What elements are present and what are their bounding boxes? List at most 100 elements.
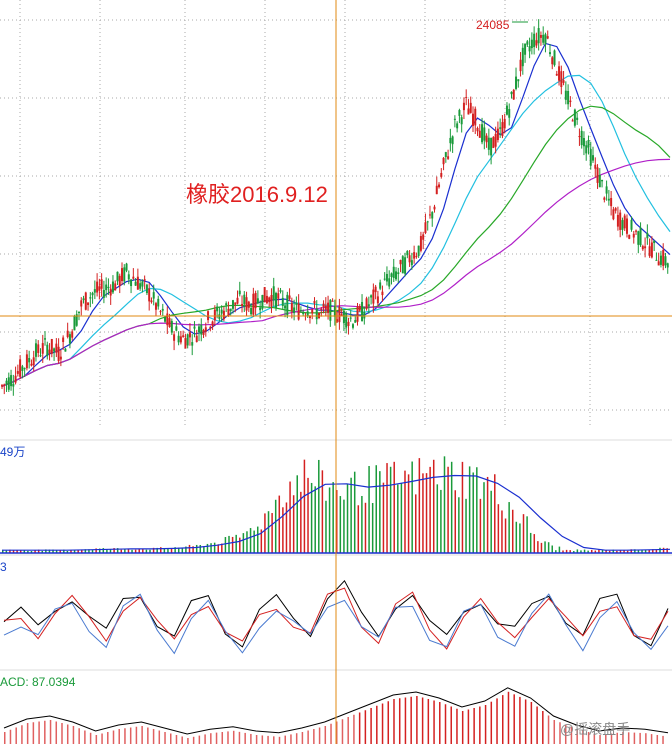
candle-body: [374, 286, 377, 293]
macd-bar: [662, 735, 664, 744]
candle-body: [274, 292, 277, 308]
volume-panel: [0, 456, 672, 554]
macd-bar: [364, 710, 367, 744]
candle-body: [139, 283, 142, 289]
volume-bar: [422, 473, 424, 553]
volume-bar: [195, 544, 198, 553]
candle-body: [417, 245, 420, 256]
candle-body: [331, 300, 334, 302]
volume-bar: [77, 549, 79, 553]
macd-bar: [387, 701, 390, 744]
macd-bar: [44, 720, 46, 744]
macd-bar: [187, 738, 189, 744]
candle-body: [306, 311, 309, 317]
candle-body: [32, 357, 35, 366]
volume-bar: [425, 473, 428, 553]
volume-bar: [45, 549, 47, 553]
candle-body: [585, 145, 588, 154]
candle-body: [458, 110, 461, 116]
candle-body: [82, 298, 85, 301]
macd-bar: [633, 732, 636, 744]
volume-bar: [569, 550, 571, 553]
candle-body: [655, 259, 658, 261]
candle-body: [546, 36, 549, 39]
volume-bar: [73, 550, 76, 553]
macd-bar: [89, 732, 92, 744]
volume-bar: [641, 549, 643, 553]
volume-bar: [526, 516, 528, 553]
candle-body: [641, 246, 644, 250]
volume-bar: [95, 548, 97, 553]
candle-body: [243, 294, 246, 305]
volume-bar: [619, 550, 622, 553]
candle-body: [46, 344, 49, 357]
volume-bar: [666, 548, 668, 553]
macd-bar: [124, 728, 126, 744]
volume-bar: [519, 523, 521, 553]
macd-bar: [301, 732, 304, 744]
candle-body: [483, 127, 486, 141]
macd-bar: [484, 705, 487, 744]
candle-body: [453, 118, 456, 120]
macd-bar: [410, 696, 412, 744]
candle-body: [37, 344, 40, 353]
candle-body: [460, 117, 463, 125]
macd-bar: [599, 735, 601, 744]
candle-body: [284, 305, 287, 309]
volume-bar: [605, 550, 607, 553]
macd-bar: [261, 735, 264, 744]
macd-bar: [490, 701, 493, 744]
candle-body: [53, 348, 56, 352]
volume-bar: [368, 466, 370, 553]
candle-body: [261, 294, 264, 309]
macd-bar: [181, 736, 183, 744]
candle-body: [204, 327, 207, 332]
candle-body: [75, 314, 78, 326]
candle-body: [610, 198, 613, 207]
macd-bar: [421, 697, 424, 744]
macd-bar: [473, 708, 475, 744]
macd-bar: [507, 691, 510, 744]
candle-body: [476, 128, 479, 132]
candle-body: [154, 303, 157, 310]
candle-body: [7, 377, 10, 390]
candle-body: [401, 256, 404, 274]
watermark: @摇滚盘手: [560, 721, 630, 737]
candle-body: [576, 117, 579, 120]
volume-bar: [163, 548, 166, 553]
macd-bar: [267, 735, 269, 744]
volume-bar: [353, 471, 356, 553]
volume-bar: [655, 549, 658, 553]
candle-body: [345, 313, 348, 328]
candle-body: [166, 313, 169, 326]
candle-body: [431, 212, 434, 219]
oscillator-label: 3: [0, 560, 7, 574]
macd-bar: [284, 735, 286, 744]
candle-body: [376, 296, 379, 304]
volume-bar: [213, 542, 216, 553]
candle-body: [560, 71, 563, 87]
volume-bar: [59, 549, 61, 553]
volume-bar: [573, 551, 575, 553]
candle-body: [551, 57, 554, 65]
candle-body: [415, 256, 418, 258]
volume-bar: [235, 534, 237, 553]
candle-body: [236, 297, 239, 304]
candle-body: [481, 124, 484, 143]
macd-bar: [78, 728, 80, 744]
candle-body: [524, 43, 527, 55]
volume-bar: [594, 550, 597, 553]
volume-bar: [465, 498, 467, 553]
candle-body: [39, 355, 42, 357]
candle-body: [116, 271, 119, 282]
volume-bar: [142, 548, 144, 553]
candle-body: [451, 136, 454, 145]
volume-bar: [447, 466, 449, 553]
volume-bar: [120, 549, 123, 553]
candle-body: [238, 290, 241, 295]
volume-bar: [375, 465, 378, 553]
volume-bar: [274, 499, 277, 553]
candle-body: [25, 354, 28, 369]
candle-body: [107, 286, 110, 289]
candle-body: [30, 363, 33, 366]
